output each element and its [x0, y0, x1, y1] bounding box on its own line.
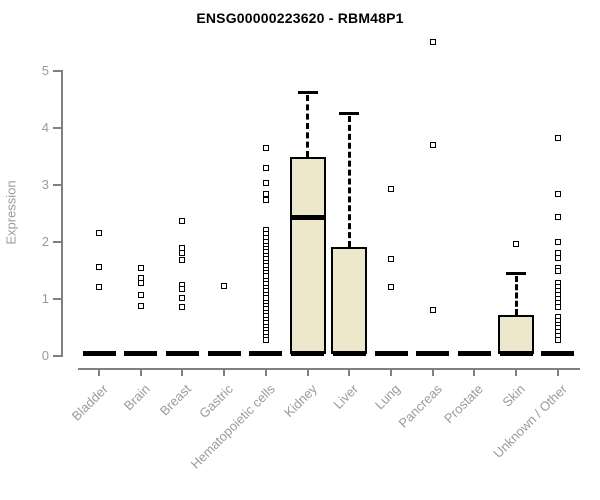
x-axis-tick [98, 368, 100, 376]
whisker-cap [297, 91, 318, 95]
x-axis-tick [306, 368, 309, 376]
y-axis-tick-label: 2 [41, 234, 49, 249]
y-axis-tick [53, 355, 61, 357]
zero-median-bar [165, 351, 199, 356]
outlier-point [179, 295, 186, 301]
zero-median-bar [541, 351, 575, 356]
x-axis-tick [181, 368, 184, 376]
outlier-point [429, 39, 436, 46]
zero-median-bar [82, 351, 116, 356]
whisker-line [347, 115, 351, 247]
box-plot-box [498, 315, 535, 354]
outlier-point [262, 145, 269, 152]
outlier-point [137, 292, 144, 299]
outlier-point [179, 304, 186, 311]
whisker-cap [339, 111, 360, 115]
y-axis-tick-label: 5 [41, 63, 49, 78]
y-axis-tick [53, 184, 61, 186]
whisker-cap [506, 271, 527, 275]
x-axis-tick [223, 368, 226, 376]
outlier-point [179, 218, 186, 225]
box-plot-box [331, 246, 368, 354]
zero-median-bar [499, 351, 533, 356]
outlier-point [554, 191, 561, 198]
outlier-point [429, 306, 436, 313]
outlier-point [554, 239, 561, 246]
zero-median-bar [332, 351, 366, 356]
y-axis-tick-label: 3 [41, 177, 49, 192]
outlier-point [388, 284, 395, 291]
outlier-point [137, 280, 144, 287]
outlier-point [221, 283, 228, 290]
y-axis-tick-label: 4 [41, 120, 49, 135]
outlier-point [262, 179, 269, 186]
y-axis-tick [53, 241, 61, 243]
outlier-point [513, 240, 520, 247]
outlier-point [554, 255, 561, 262]
outlier-point [179, 285, 186, 292]
zero-median-bar [374, 351, 408, 356]
outlier-point [554, 268, 561, 275]
outlier-point [96, 284, 102, 291]
x-axis-tick [431, 368, 434, 376]
outlier-point [554, 336, 561, 343]
outlier-point [179, 256, 186, 263]
zero-median-bar [457, 351, 491, 356]
x-axis-tick [556, 368, 559, 376]
outlier-point [429, 142, 436, 149]
outlier-point [388, 186, 395, 193]
chart-title: ENSG00000223620 - RBM48P1 [196, 10, 404, 26]
outlier-point [96, 230, 102, 237]
x-axis-line [78, 368, 580, 370]
zero-median-bar [416, 351, 450, 356]
outlier-point [262, 191, 269, 198]
outlier-point [388, 256, 395, 263]
outlier-point [262, 337, 269, 344]
whisker-line [306, 95, 310, 158]
y-axis-tick [53, 127, 61, 129]
x-axis-tick [264, 368, 267, 376]
outlier-point [554, 304, 561, 311]
x-axis-tick [348, 368, 351, 376]
x-axis-tick [473, 368, 476, 376]
outlier-point [554, 134, 561, 141]
box-plot-box [289, 157, 326, 354]
whisker-line [514, 275, 518, 316]
outlier-point [262, 165, 269, 172]
zero-median-bar [249, 351, 283, 356]
x-axis-tick [139, 368, 142, 376]
outlier-point [554, 214, 561, 221]
x-axis-tick [390, 368, 393, 376]
outlier-point [96, 264, 102, 271]
outlier-point [137, 264, 144, 271]
outlier-point [179, 249, 186, 256]
zero-median-bar [124, 351, 158, 356]
x-axis-tick [515, 368, 518, 376]
median-line [289, 215, 326, 221]
outlier-point [262, 196, 269, 203]
y-axis-tick [53, 70, 61, 72]
y-axis-title: Expression [3, 180, 19, 245]
zero-median-bar [291, 351, 325, 356]
y-axis-line [61, 70, 63, 357]
y-axis-tick-label: 1 [41, 291, 49, 306]
zero-median-bar [207, 351, 241, 356]
y-axis-tick-label: 0 [41, 348, 49, 363]
outlier-point [137, 302, 144, 309]
y-axis-tick [53, 298, 61, 300]
